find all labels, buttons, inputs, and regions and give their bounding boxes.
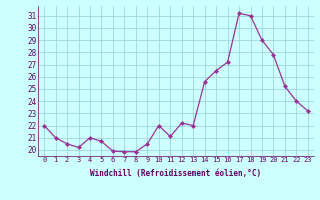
X-axis label: Windchill (Refroidissement éolien,°C): Windchill (Refroidissement éolien,°C) [91, 169, 261, 178]
